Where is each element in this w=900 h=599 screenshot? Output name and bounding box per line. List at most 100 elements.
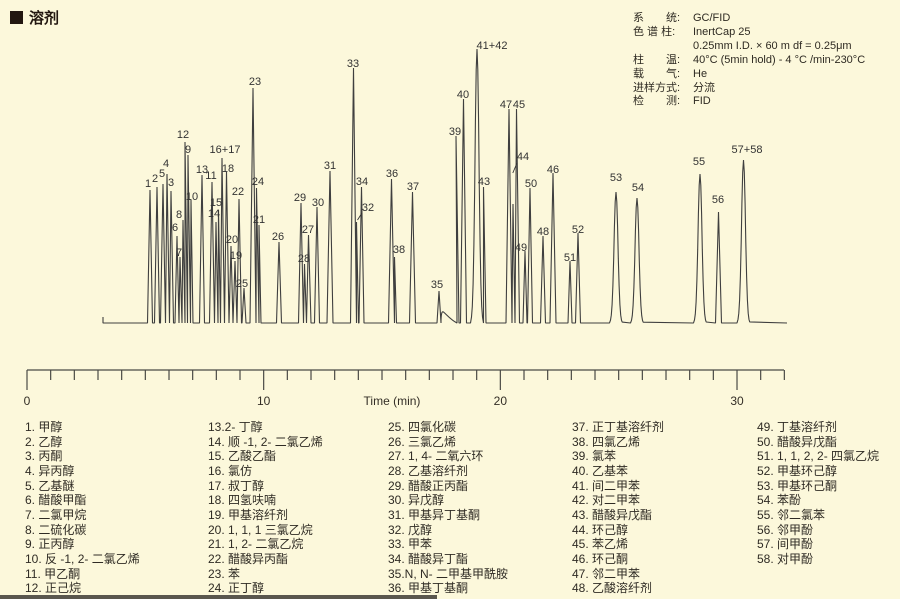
legend-column-5: 49. 丁基溶纤剂 50. 醋酸异戊酯 51. 1, 1, 2, 2- 四氯乙烷 52… bbox=[757, 420, 879, 567]
peak-label: 52 bbox=[572, 224, 584, 236]
legend-item: 54. 苯酚 bbox=[757, 493, 802, 508]
legend-item: 56. 邻甲酚 bbox=[757, 522, 814, 537]
peak-label: 5 bbox=[159, 168, 165, 180]
peak-label: 56 bbox=[712, 194, 724, 206]
peak-label: 22 bbox=[232, 186, 244, 198]
peak-label: 36 bbox=[386, 168, 398, 180]
legend-item: 24. 正丁醇 bbox=[208, 581, 265, 596]
peak-label: 43 bbox=[478, 176, 490, 188]
legend-item: 48. 乙酸溶纤剂 bbox=[572, 581, 653, 596]
condition-label: 检 测: bbox=[633, 95, 681, 108]
condition-label: 进样方式: bbox=[633, 81, 681, 94]
method-condition-row: 柱 温: 40°C (5min hold) - 4 °C /min-230°C bbox=[633, 54, 865, 68]
method-condition-row: 0.25mm I.D. × 60 m df = 0.25μm bbox=[633, 40, 865, 54]
peak-label: 9 bbox=[185, 144, 191, 156]
legend-item: 6. 醋酸甲酯 bbox=[25, 493, 87, 508]
peak-label: 55 bbox=[693, 156, 705, 168]
peak-label: 25 bbox=[236, 278, 248, 290]
page-title: 溶剂 bbox=[10, 7, 59, 28]
legend-item: 5. 乙基醚 bbox=[25, 478, 75, 493]
peak-label: 7 bbox=[176, 247, 182, 259]
condition-value: 分流 bbox=[693, 81, 715, 94]
legend-column-3: 25. 四氯化碳 26. 三氯乙烯 27. 1, 4- 二氧六环 28. 乙基溶纤剂 2… bbox=[388, 420, 508, 596]
method-condition-row: 色 谱 柱: InertCap 25 bbox=[633, 26, 865, 40]
legend-item: 44. 环己醇 bbox=[572, 522, 629, 537]
peak-label: 16+17 bbox=[210, 144, 241, 156]
peak-label: 20 bbox=[226, 234, 238, 246]
peak-label: 27 bbox=[302, 224, 314, 236]
peak-label: 44 bbox=[517, 151, 529, 163]
peak-label: 10 bbox=[186, 191, 198, 203]
peak-label: 57+58 bbox=[732, 144, 763, 156]
legend-item: 41. 间二甲苯 bbox=[572, 478, 641, 493]
legend-item: 39. 氯苯 bbox=[572, 449, 617, 464]
condition-value: InertCap 25 bbox=[693, 25, 751, 38]
legend-item: 37. 正丁基溶纤剂 bbox=[572, 420, 665, 434]
peak-label: 14 bbox=[208, 208, 220, 220]
legend-item: 10. 反 -1, 2- 二氯乙烯 bbox=[25, 551, 140, 566]
condition-value: FID bbox=[693, 95, 711, 108]
legend-item: 22. 醋酸异丙酯 bbox=[208, 551, 289, 566]
legend-item: 23. 苯 bbox=[208, 566, 241, 581]
peak-label: 28 bbox=[298, 253, 310, 265]
legend-item: 27. 1, 4- 二氧六环 bbox=[388, 449, 484, 464]
peak-label: 51 bbox=[564, 252, 576, 264]
peak-legend: 1. 甲醇 2. 乙醇 3. 丙酮 4. 异丙醇 5. 乙基醚 6. 醋酸甲酯 7. 二氯甲… bbox=[0, 420, 900, 599]
legend-item: 4. 异丙醇 bbox=[25, 463, 75, 478]
legend-item: 35.N, N- 二甲基甲酰胺 bbox=[388, 566, 509, 581]
legend-item: 13.2- 丁醇 bbox=[208, 420, 263, 434]
axis-tick-label: 20 bbox=[494, 394, 508, 408]
legend-item: 42. 对二甲苯 bbox=[572, 493, 641, 508]
legend-item: 26. 三氯乙烯 bbox=[388, 434, 457, 449]
condition-label: 载 气: bbox=[633, 67, 681, 80]
legend-item: 40. 乙基苯 bbox=[572, 463, 629, 478]
page-edge-bar bbox=[0, 595, 437, 599]
legend-item: 1. 甲醇 bbox=[25, 420, 63, 434]
peak-label: 4 bbox=[163, 158, 169, 170]
legend-column-4: 37. 正丁基溶纤剂 38. 四氯乙烯 39. 氯苯 40. 乙基苯 41. 间二甲苯 4… bbox=[572, 420, 664, 596]
legend-item: 36. 甲基丁基酮 bbox=[388, 581, 469, 596]
peak-label: 31 bbox=[324, 160, 336, 172]
condition-label: 系 统: bbox=[633, 12, 681, 24]
legend-item: 50. 醋酸异戊酯 bbox=[757, 434, 838, 449]
peak-label: 41+42 bbox=[477, 40, 508, 52]
legend-item: 46. 环己酮 bbox=[572, 551, 629, 566]
condition-label: 色 谱 柱: bbox=[633, 25, 676, 38]
method-condition-row: 进样方式: 分流 bbox=[633, 82, 865, 96]
condition-label: 柱 温: bbox=[633, 53, 681, 66]
legend-item: 58. 对甲酚 bbox=[757, 551, 814, 566]
peak-label: 1 bbox=[145, 178, 151, 190]
peak-label: 34 bbox=[356, 176, 368, 188]
method-conditions: 系 统: GC/FID 色 谱 柱: InertCap 25 0.25mm I.D. ×… bbox=[633, 12, 865, 109]
peak-label: 39 bbox=[449, 126, 461, 138]
condition-value: 40°C (5min hold) - 4 °C /min-230°C bbox=[693, 53, 866, 66]
legend-item: 20. 1, 1, 1 三氯乙烷 bbox=[208, 522, 313, 537]
legend-item: 16. 氯仿 bbox=[208, 463, 253, 478]
peak-label: 49 bbox=[515, 242, 527, 254]
axis-tick-label: 10 bbox=[257, 394, 271, 408]
method-condition-row: 载 气: He bbox=[633, 68, 865, 82]
legend-item: 28. 乙基溶纤剂 bbox=[388, 463, 469, 478]
peak-label: 24 bbox=[252, 176, 264, 188]
peak-label-pointer bbox=[357, 212, 363, 221]
legend-item: 17. 叔丁醇 bbox=[208, 478, 265, 493]
legend-column-1: 1. 甲醇 2. 乙醇 3. 丙酮 4. 异丙醇 5. 乙基醚 6. 醋酸甲酯 7. 二氯甲… bbox=[25, 420, 140, 596]
peak-label: 48 bbox=[537, 226, 549, 238]
legend-item: 38. 四氯乙烯 bbox=[572, 434, 641, 449]
legend-item: 53. 甲基环己酮 bbox=[757, 478, 838, 493]
legend-item: 12. 正己烷 bbox=[25, 581, 82, 596]
peak-label: 32 bbox=[362, 202, 374, 214]
peak-label: 38 bbox=[393, 244, 405, 256]
legend-item: 29. 醋酸正丙酯 bbox=[388, 478, 469, 493]
peak-label: 30 bbox=[312, 197, 324, 209]
legend-item: 45. 苯乙烯 bbox=[572, 537, 629, 552]
condition-value: 0.25mm I.D. × 60 m df = 0.25μm bbox=[693, 39, 852, 52]
peak-label: 26 bbox=[272, 231, 284, 243]
legend-item: 32. 戊醇 bbox=[388, 522, 433, 537]
legend-item: 49. 丁基溶纤剂 bbox=[757, 420, 838, 434]
peak-label: 2 bbox=[152, 173, 158, 185]
peak-label-pointer bbox=[512, 162, 518, 174]
peak-label: 13 bbox=[196, 164, 208, 176]
legend-item: 34. 醋酸异丁酯 bbox=[388, 551, 469, 566]
